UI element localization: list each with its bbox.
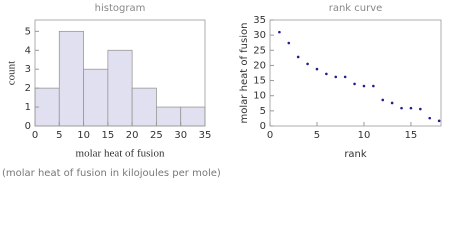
- point: [428, 116, 432, 120]
- bar: [156, 106, 182, 127]
- y-tick-label: 30: [253, 30, 266, 41]
- bar: [83, 68, 109, 127]
- x-tick-label: 30: [174, 130, 187, 141]
- y-tick-label: 10: [253, 91, 266, 102]
- bar: [107, 49, 133, 127]
- y-tick-label: 20: [253, 60, 266, 71]
- x-tick-label: 20: [126, 130, 139, 141]
- y-tick-label: 35: [253, 15, 266, 26]
- point: [306, 62, 309, 66]
- y-axis-label: molar heat of fusion: [239, 23, 250, 124]
- x-axis-label: rank: [344, 149, 367, 160]
- chart-title: rank curve: [329, 3, 383, 14]
- y-tick-label: 15: [253, 76, 266, 87]
- point: [362, 84, 366, 88]
- point: [372, 84, 375, 88]
- point: [315, 67, 319, 71]
- y-tick-label: 5: [25, 26, 31, 37]
- point: [353, 82, 356, 86]
- y-tick-label: 3: [25, 64, 31, 75]
- x-axis-label: molar heat of fusion: [76, 148, 165, 160]
- point: [343, 75, 347, 79]
- x-tick-label: 5: [56, 130, 62, 141]
- plot-frame: [269, 19, 442, 127]
- y-tick-label: 25: [253, 45, 266, 56]
- y-tick-label: 0: [25, 121, 31, 132]
- footnote: (molar heat of fusion in kilojoules per …: [2, 168, 221, 179]
- point: [400, 106, 403, 110]
- x-tick-label: 15: [405, 130, 418, 141]
- bar: [131, 87, 157, 127]
- point: [437, 119, 441, 123]
- y-tick-label: 4: [25, 45, 31, 56]
- point: [334, 75, 338, 79]
- x-tick-label: 25: [150, 130, 163, 141]
- x-tick-label: 5: [314, 130, 320, 141]
- y-tick-label: 0: [260, 121, 266, 132]
- point: [409, 106, 413, 110]
- point: [390, 101, 394, 105]
- page: (molar heat of fusion in kilojoules per …: [2, 3, 442, 179]
- point: [325, 72, 328, 76]
- x-tick-label: 0: [267, 130, 273, 141]
- plot-frame: [34, 19, 206, 127]
- y-tick-label: 1: [25, 102, 31, 113]
- point: [287, 41, 291, 45]
- x-tick-label: 15: [101, 130, 114, 141]
- point: [381, 98, 385, 102]
- point: [296, 55, 300, 59]
- x-tick-label: 10: [358, 130, 371, 141]
- x-tick-label: 0: [32, 130, 38, 141]
- y-tick-label: 2: [25, 83, 31, 94]
- y-axis-label: count: [6, 61, 18, 85]
- x-tick-label: 35: [199, 130, 212, 141]
- bar: [58, 30, 84, 127]
- bar: [180, 106, 206, 127]
- x-tick-label: 10: [77, 130, 90, 141]
- point: [419, 107, 422, 111]
- chart-title: histogram: [95, 3, 146, 14]
- point: [278, 30, 281, 34]
- y-tick-label: 5: [260, 106, 266, 117]
